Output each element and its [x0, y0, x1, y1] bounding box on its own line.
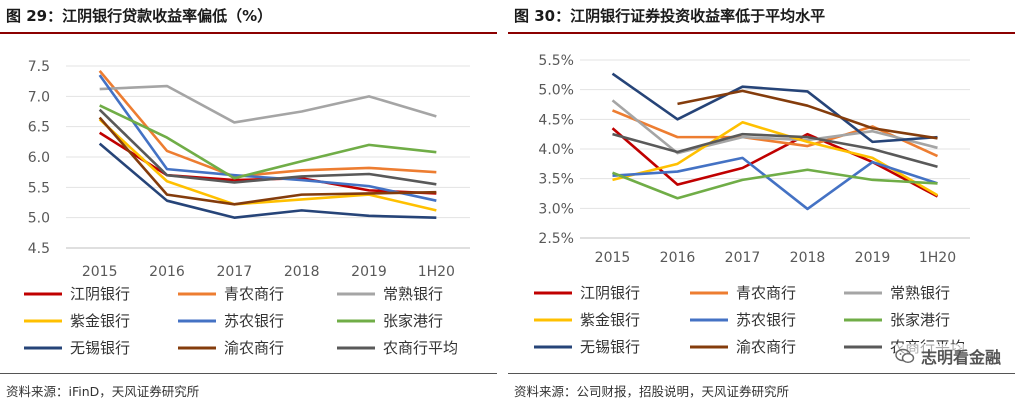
legend-label-wuxi: 无锡银行: [70, 339, 130, 357]
x-tick-label: 1H20: [919, 250, 956, 266]
series-line-sunong: [98, 74, 437, 202]
series-line-sunong: [612, 156, 938, 211]
y-tick-label: 5.5%: [538, 53, 574, 69]
series-line-zijin: [612, 121, 939, 197]
series-line-yunong: [677, 89, 938, 140]
y-tick-label: 3.5%: [538, 172, 574, 188]
x-tick-label: 2017: [725, 250, 761, 266]
y-tick-label: 4.5: [28, 241, 50, 257]
series-line-wuxi: [98, 142, 437, 219]
legend-label-avg: 农商行平均: [383, 339, 458, 357]
series-line-qingnong: [98, 70, 437, 178]
legend-label-sunong: 苏农银行: [736, 311, 796, 329]
series-line-avg: [612, 132, 938, 169]
y-tick-label: 2.5%: [538, 231, 574, 247]
legend-label-yunong: 渝农商行: [736, 338, 796, 356]
y-tick-label: 6.5: [28, 120, 50, 136]
series-line-zhangjiagang: [99, 104, 437, 180]
legend-label-yunong: 渝农商行: [224, 339, 284, 357]
x-tick-label: 2015: [595, 250, 631, 266]
y-tick-label: 5.5: [28, 180, 50, 196]
watermark-text: 志明看金融: [920, 348, 1001, 367]
legend-label-qingnong: 青农商行: [224, 285, 284, 303]
legend-label-changshu: 常熟银行: [890, 284, 950, 302]
y-tick-label: 3.0%: [538, 201, 574, 217]
y-tick-label: 4.5%: [538, 112, 574, 128]
legend-label-zhangjiagang: 张家港行: [383, 312, 443, 330]
x-tick-label: 2015: [82, 264, 118, 280]
series-line-zijin: [98, 118, 437, 212]
y-tick-label: 4.0%: [538, 142, 574, 158]
wechat-icon: [895, 348, 915, 364]
x-tick-label: 2017: [217, 264, 253, 280]
legend-label-qingnong: 青农商行: [736, 284, 796, 302]
legend-label-zhangjiagang: 张家港行: [890, 311, 950, 329]
figure-title: 图 29：江阴银行贷款收益率偏低（%）: [6, 7, 273, 25]
x-tick-label: 2018: [284, 264, 320, 280]
series-line-avg: [98, 108, 437, 186]
series-line-wuxi: [611, 72, 938, 144]
series-line-changshu: [99, 84, 437, 124]
legend-label-zijin: 紫金银行: [70, 312, 130, 330]
legend-label-zijin: 紫金银行: [580, 311, 640, 329]
y-tick-label: 6.0: [28, 150, 50, 166]
series-line-zhangjiagang: [612, 168, 938, 200]
source-divider: [508, 373, 1015, 374]
series-line-yunong: [98, 116, 437, 206]
series-line-jiangyin: [98, 131, 437, 195]
watermark: 志明看金融: [894, 344, 1001, 368]
x-tick-label: 2016: [149, 264, 185, 280]
x-tick-label: 2016: [660, 250, 696, 266]
chart-panel-investment-yield: 图 30：江阴银行证券投资收益率低于平均水平 5.5% 5.0% 4.5% 4.0% 3…: [508, 0, 1015, 409]
legend-label-sunong: 苏农银行: [224, 312, 284, 330]
source-note: 资料来源：iFinD，天风证券研究所: [6, 384, 200, 399]
x-tick-label: 2019: [855, 250, 891, 266]
source-note: 资料来源：公司财报，招股说明，天风证券研究所: [514, 384, 790, 399]
x-tick-label: 2019: [351, 264, 387, 280]
legend-label-wuxi: 无锡银行: [580, 338, 640, 356]
chart-panel-loan-yield: 图 29：江阴银行贷款收益率偏低（%） 7.5 7.0 6.5 6.0 5.5 5.0 4.…: [0, 0, 497, 409]
figure-title: 图 30：江阴银行证券投资收益率低于平均水平: [514, 7, 826, 25]
line-chart-investment-yield: 5.5% 5.0% 4.5% 4.0% 3.5% 3.0% 2.5% 2015 2016 2017…: [534, 53, 970, 356]
x-tick-label: 2018: [790, 250, 826, 266]
legend-label-jiangyin: 江阴银行: [70, 285, 130, 303]
y-tick-label: 7.0: [28, 89, 50, 105]
y-tick-label: 5.0: [28, 211, 50, 227]
line-chart-loan-yield: 7.5 7.0 6.5 6.0 5.5 5.0 4.5 2015 2016 2017 2018 201…: [24, 59, 470, 357]
series-line-qingnong: [612, 109, 939, 158]
title-divider: [508, 32, 1015, 34]
source-divider: [0, 373, 497, 374]
series-line-changshu: [611, 99, 938, 155]
y-tick-label: 5.0%: [538, 83, 574, 99]
title-divider: [0, 32, 497, 34]
legend-label-changshu: 常熟银行: [383, 285, 443, 303]
y-tick-label: 7.5: [28, 59, 50, 75]
x-tick-label: 1H20: [418, 264, 455, 280]
legend-label-jiangyin: 江阴银行: [580, 284, 640, 302]
series-line-jiangyin: [611, 127, 939, 198]
